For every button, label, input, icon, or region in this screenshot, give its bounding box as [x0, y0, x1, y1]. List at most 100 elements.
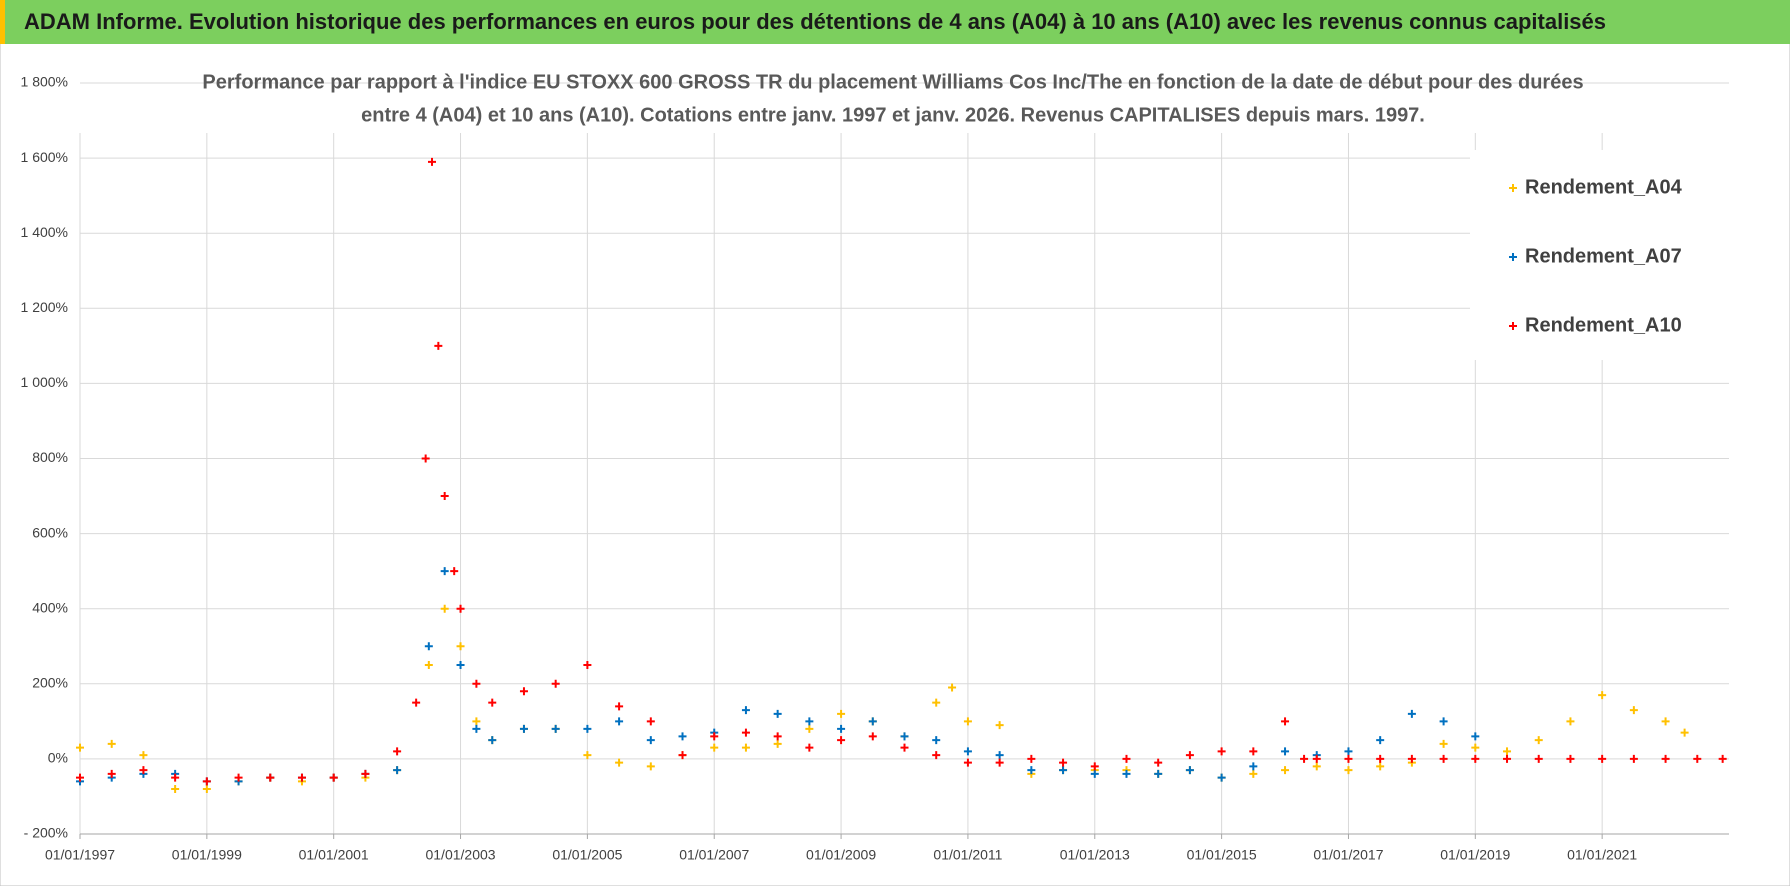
y-tick-label: 1 400% [21, 224, 68, 240]
data-point [615, 717, 624, 726]
data-point [472, 717, 481, 726]
x-tick-label: 01/01/2017 [1313, 847, 1383, 863]
data-point [427, 157, 436, 166]
data-point [456, 604, 465, 613]
data-point [1312, 754, 1321, 763]
data-point [234, 773, 243, 782]
data-point [1439, 739, 1448, 748]
data-point [615, 702, 624, 711]
data-point [1217, 747, 1226, 756]
data-point [1680, 728, 1689, 737]
data-point [171, 773, 180, 782]
data-point [1185, 751, 1194, 760]
data-point [805, 717, 814, 726]
data-point [805, 724, 814, 733]
data-point [1471, 743, 1480, 752]
data-point [1376, 762, 1385, 771]
data-point [1598, 691, 1607, 700]
data-point [1471, 754, 1480, 763]
data-point [1344, 747, 1353, 756]
data-point [1376, 754, 1385, 763]
data-point [1059, 758, 1068, 767]
data-point [440, 492, 449, 501]
data-point [900, 743, 909, 752]
data-point [963, 717, 972, 726]
data-point [1154, 769, 1163, 778]
data-point [424, 661, 433, 670]
data-point [948, 683, 957, 692]
y-tick-label: 1 200% [21, 299, 68, 315]
header-accent [0, 0, 5, 44]
data-point [995, 721, 1004, 730]
data-point [868, 732, 877, 741]
data-point [1629, 706, 1638, 715]
data-point [107, 769, 116, 778]
data-point [139, 766, 148, 775]
data-point [1439, 754, 1448, 763]
data-point [837, 709, 846, 718]
x-tick-label: 01/01/2011 [933, 847, 1002, 863]
data-point [361, 769, 370, 778]
data-point [424, 642, 433, 651]
x-tick-label: 01/01/1997 [45, 847, 115, 863]
data-point [1249, 747, 1258, 756]
data-point [932, 698, 941, 707]
data-point [202, 784, 211, 793]
data-point [1471, 732, 1480, 741]
data-point [837, 724, 846, 733]
data-point [1312, 762, 1321, 771]
data-point [1090, 769, 1099, 778]
data-point [1503, 747, 1512, 756]
data-point [1090, 762, 1099, 771]
data-point [741, 743, 750, 752]
header-bar [0, 0, 1790, 44]
x-tick-label: 01/01/2019 [1440, 847, 1510, 863]
data-point [1718, 754, 1727, 763]
data-point [646, 717, 655, 726]
data-point [710, 743, 719, 752]
data-point [1027, 766, 1036, 775]
data-point [583, 661, 592, 670]
y-tick-label: 400% [32, 599, 68, 615]
chart-title: ADAM Informe. Evolution historique des p… [24, 9, 1606, 34]
y-tick-label: 800% [32, 449, 68, 465]
data-point [472, 724, 481, 733]
data-point [1344, 766, 1353, 775]
x-tick-label: 01/01/2013 [1060, 847, 1130, 863]
data-point [837, 736, 846, 745]
data-point [1122, 754, 1131, 763]
data-point [646, 736, 655, 745]
data-point [646, 762, 655, 771]
legend-marker [1509, 253, 1517, 261]
data-point [995, 751, 1004, 760]
data-point [1217, 773, 1226, 782]
x-tick-label: 01/01/2009 [806, 847, 876, 863]
data-point [393, 747, 402, 756]
x-tick-label: 01/01/1999 [172, 847, 242, 863]
data-point [1534, 754, 1543, 763]
data-point [440, 604, 449, 613]
x-tick-label: 01/01/2007 [679, 847, 749, 863]
legend-marker [1509, 322, 1517, 330]
data-point [1300, 754, 1309, 763]
data-point [932, 751, 941, 760]
data-point [678, 732, 687, 741]
data-point [1376, 736, 1385, 745]
data-point [773, 732, 782, 741]
data-point [456, 661, 465, 670]
data-point [297, 773, 306, 782]
y-tick-label: 200% [32, 675, 68, 691]
x-tick-label: 01/01/2001 [299, 847, 369, 863]
chart-subtitle: entre 4 (A04) et 10 ans (A10). Cotations… [361, 104, 1425, 126]
data-point [440, 567, 449, 576]
data-point [932, 736, 941, 745]
data-point [1661, 717, 1670, 726]
data-point [266, 773, 275, 782]
y-tick-label: 0% [48, 750, 68, 766]
data-point [1503, 754, 1512, 763]
data-point [393, 766, 402, 775]
data-point [76, 773, 84, 782]
legend-marker [1509, 184, 1517, 192]
data-point [868, 717, 877, 726]
